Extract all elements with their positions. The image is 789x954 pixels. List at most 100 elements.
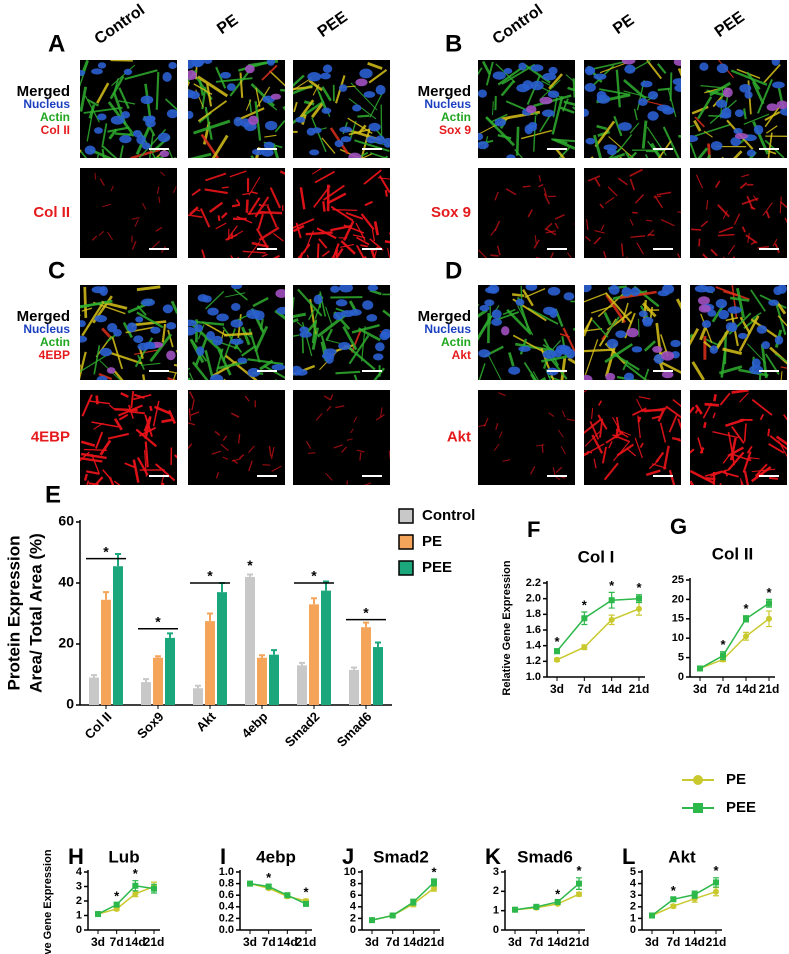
panel-letter: A xyxy=(48,30,65,57)
nucleus xyxy=(761,341,771,350)
fiber xyxy=(690,142,697,158)
x-tick-label: 21d xyxy=(424,935,445,949)
stain xyxy=(534,235,537,244)
stain xyxy=(155,226,163,232)
fiber xyxy=(774,353,787,363)
legend-swatch xyxy=(398,508,414,524)
x-tick-label: 21d xyxy=(569,935,590,949)
fiber xyxy=(80,60,89,88)
fiber xyxy=(520,285,523,311)
nucleus xyxy=(323,348,337,356)
stain xyxy=(318,238,328,249)
marker xyxy=(247,880,253,887)
nucleus xyxy=(547,286,561,296)
stain xyxy=(387,247,390,258)
stain xyxy=(593,236,602,245)
fiber xyxy=(118,100,136,105)
x-tick-label: 3d xyxy=(243,935,257,949)
fiber xyxy=(111,64,136,87)
significance-star: * xyxy=(363,604,369,620)
fiber xyxy=(191,361,209,380)
nucleus xyxy=(751,358,761,369)
stain xyxy=(99,178,105,187)
fiber xyxy=(644,154,649,158)
fiber xyxy=(565,74,575,84)
marker xyxy=(303,900,309,907)
stain xyxy=(639,442,644,449)
stain xyxy=(751,398,773,416)
y-tick-label: 0.6 xyxy=(219,889,234,901)
stain xyxy=(323,395,332,401)
marker xyxy=(766,615,772,622)
stain xyxy=(645,469,661,477)
stain xyxy=(604,196,615,205)
stain xyxy=(306,254,310,258)
chart-title: Smad6 xyxy=(517,847,573,866)
stain xyxy=(88,400,111,405)
stain xyxy=(379,407,383,418)
x-tick-label: 7d xyxy=(666,935,680,949)
error-bar xyxy=(271,649,277,655)
fiber xyxy=(500,79,516,97)
fiber xyxy=(570,300,575,303)
nucleus xyxy=(231,302,241,311)
x-tick-label: 14d xyxy=(403,935,424,949)
nucleus xyxy=(339,285,353,293)
nucleus xyxy=(733,128,743,135)
fiber xyxy=(633,108,638,121)
fiber xyxy=(111,336,124,370)
fiber xyxy=(584,348,615,353)
y-tick-label: 0 xyxy=(630,924,636,936)
nucleus xyxy=(313,294,323,305)
stain xyxy=(188,391,195,400)
fiber xyxy=(780,366,787,369)
stain xyxy=(314,170,336,184)
stain xyxy=(330,224,353,232)
nucleus xyxy=(584,374,593,380)
stain xyxy=(199,208,211,228)
fiber xyxy=(497,66,523,86)
legend-marker xyxy=(693,775,703,785)
significance-star: * xyxy=(766,585,772,600)
stain xyxy=(134,219,139,227)
fiber xyxy=(584,292,607,303)
nucleus xyxy=(244,64,255,74)
stain xyxy=(215,471,220,479)
nucleus xyxy=(80,69,86,76)
stain xyxy=(597,414,608,430)
fiber xyxy=(245,99,252,111)
stain xyxy=(363,169,382,185)
nucleus xyxy=(641,317,654,325)
stain xyxy=(751,457,760,460)
panel-letter: J xyxy=(342,844,354,869)
fiber xyxy=(155,71,160,110)
stain xyxy=(657,407,666,422)
stain xyxy=(591,408,594,420)
nucleus xyxy=(548,66,558,75)
stain xyxy=(272,254,281,258)
significance-star: * xyxy=(609,578,615,593)
stain-label: Nucleus xyxy=(23,97,70,111)
stain xyxy=(230,412,240,418)
fiber xyxy=(599,61,628,74)
significance-star: * xyxy=(636,580,642,595)
panel-letter: B xyxy=(445,30,462,57)
nucleus xyxy=(771,60,780,66)
marker xyxy=(265,883,272,890)
nucleus xyxy=(608,285,620,295)
fiber xyxy=(646,60,663,80)
marker xyxy=(670,903,677,910)
nucleus xyxy=(661,351,675,361)
fiber xyxy=(604,316,620,336)
stain-label: Actin xyxy=(40,335,70,349)
stain xyxy=(665,405,681,419)
fiber xyxy=(310,102,324,118)
error-bar xyxy=(299,661,305,666)
bar xyxy=(245,576,255,705)
stain xyxy=(626,447,637,457)
stain xyxy=(554,222,559,229)
nucleus xyxy=(734,133,749,140)
fiber xyxy=(80,314,81,317)
fiber xyxy=(491,113,508,123)
nucleus xyxy=(207,307,219,316)
